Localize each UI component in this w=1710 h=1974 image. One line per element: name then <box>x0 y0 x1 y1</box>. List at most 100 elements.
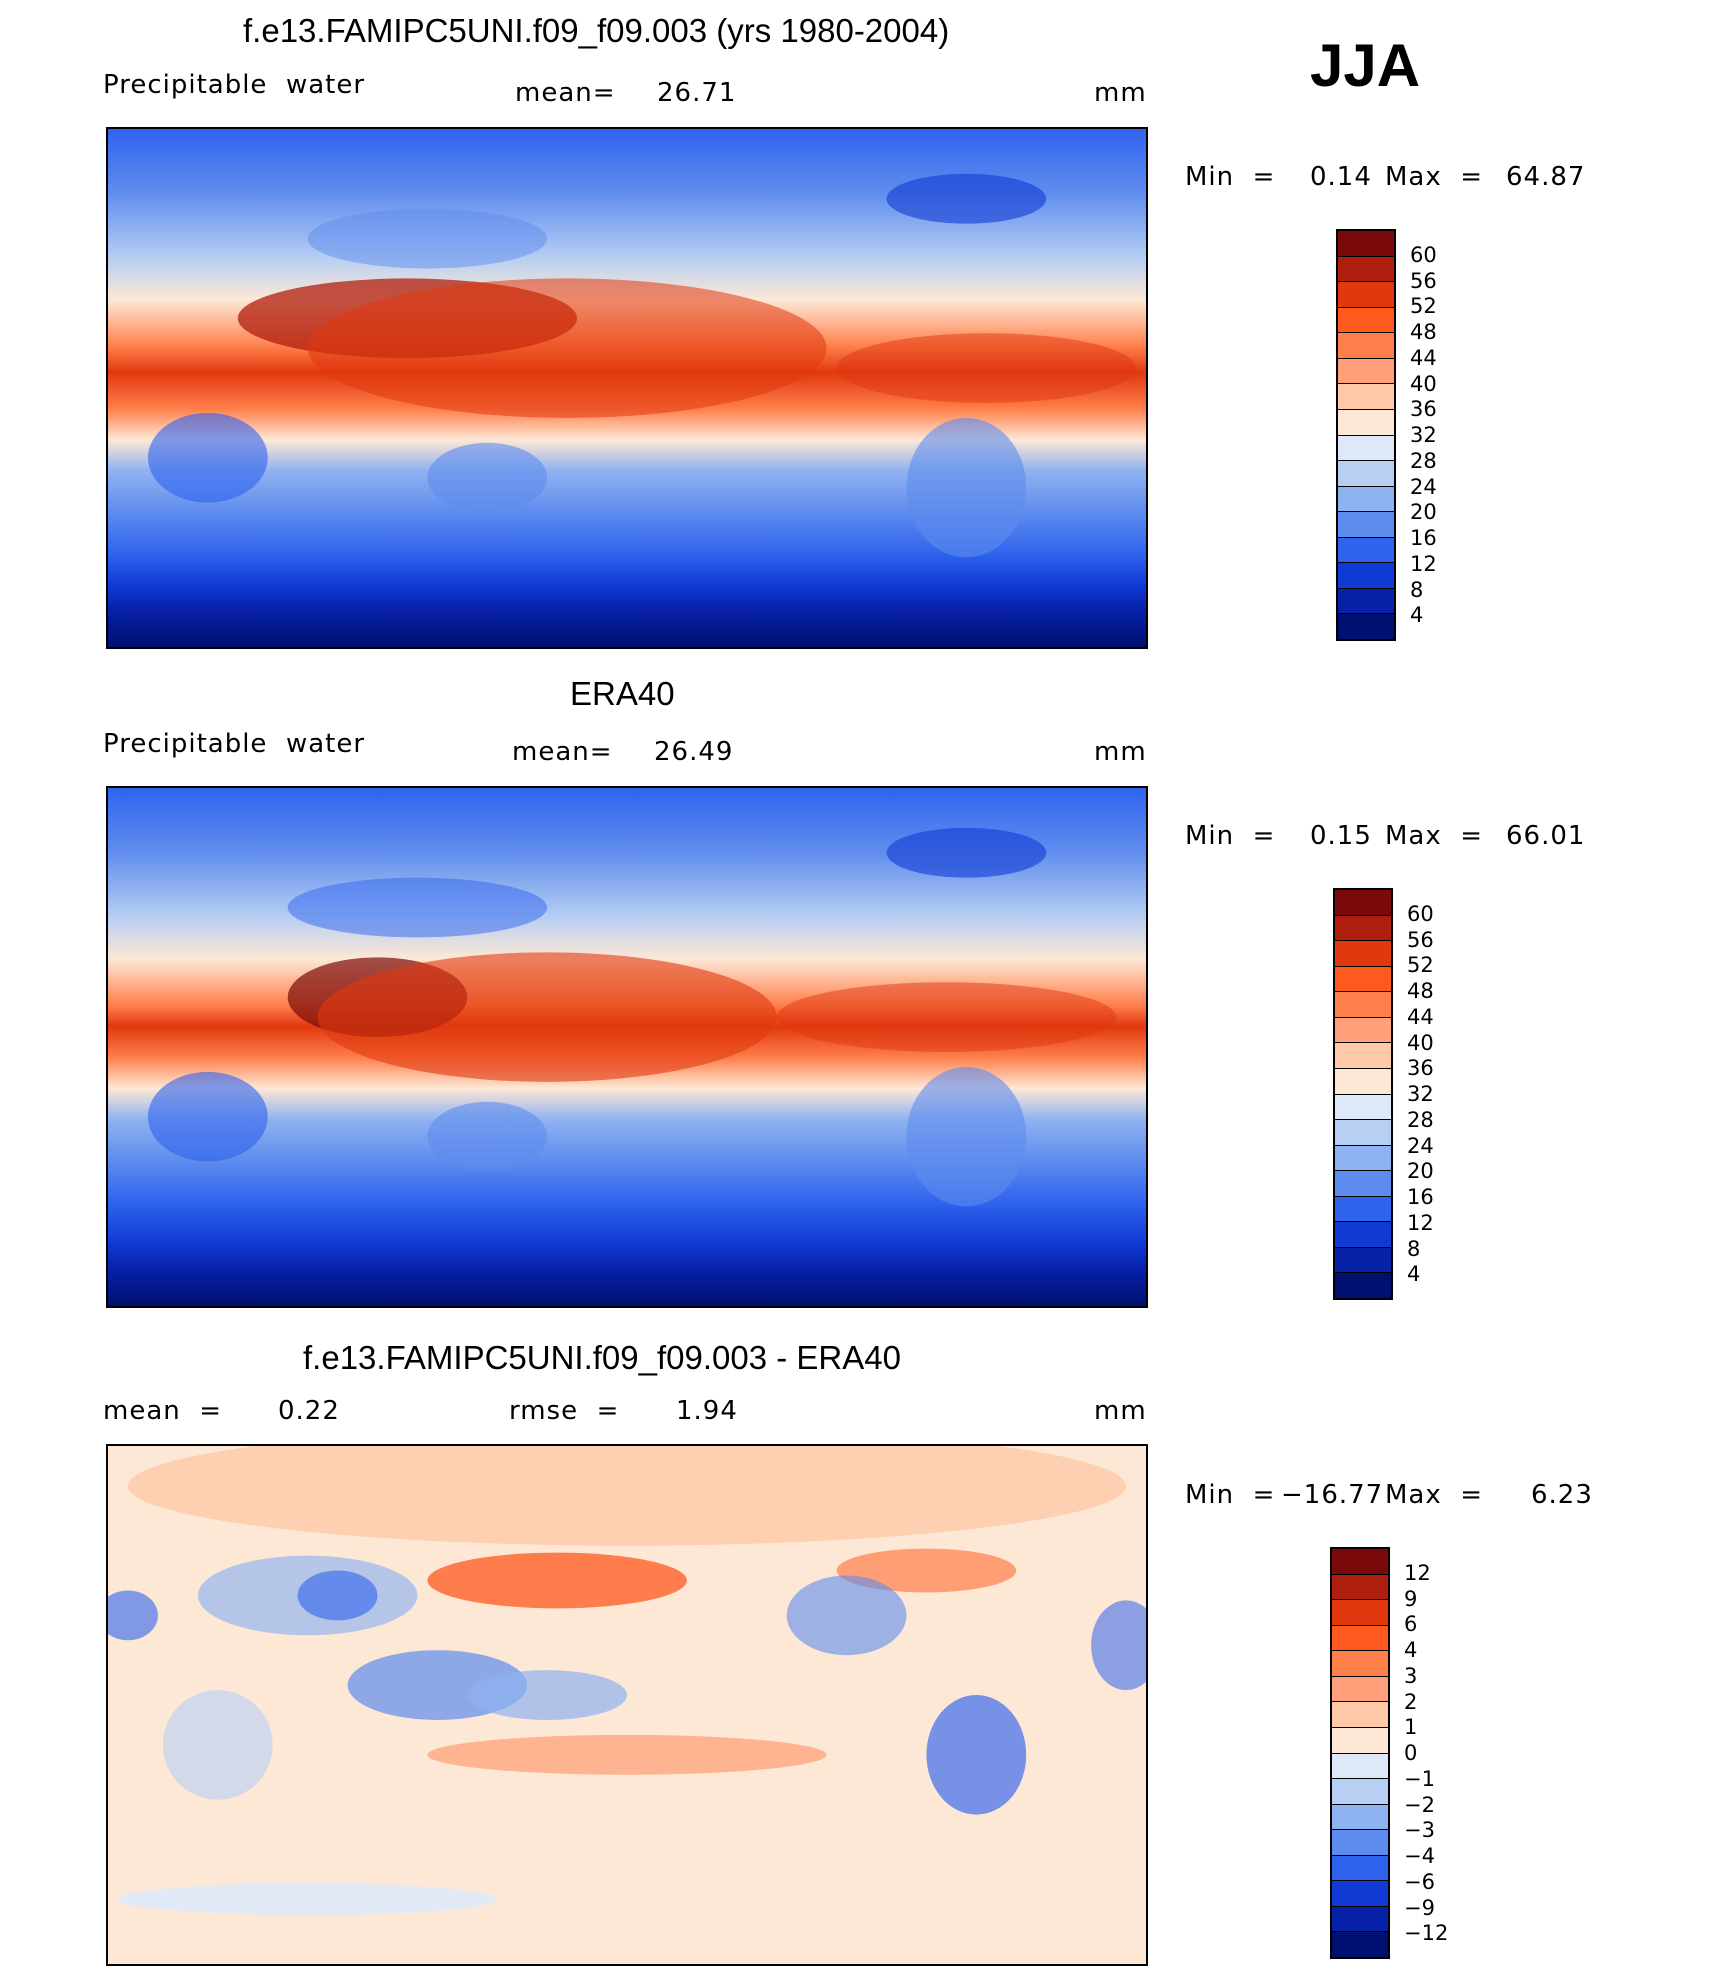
colorbar-level-label: 44 <box>1407 1004 1434 1029</box>
colorbar-box <box>1338 231 1394 257</box>
panel2-map <box>106 786 1148 1308</box>
panel1-max-value: 64.87 <box>1506 162 1586 192</box>
panel3-map <box>106 1444 1148 1966</box>
panel3-field <box>108 1446 1146 1964</box>
panel1-max-label: Max = <box>1385 162 1484 192</box>
colorbar-box <box>1332 1549 1388 1575</box>
colorbar-box <box>1338 409 1394 436</box>
colorbar-box <box>1335 1043 1391 1069</box>
panel2-max-value: 66.01 <box>1506 821 1586 851</box>
colorbar-level-label: 52 <box>1407 953 1434 978</box>
colorbar-level-label: 16 <box>1410 526 1437 550</box>
colorbar-box <box>1332 1753 1388 1780</box>
colorbar-box <box>1335 992 1391 1018</box>
colorbar-box <box>1332 1727 1388 1754</box>
season-label: JJA <box>1310 32 1421 99</box>
colorbar-box <box>1338 256 1394 283</box>
panel1-title: f.e13.FAMIPC5UNI.f09_f09.003 (yrs 1980-2… <box>243 12 950 49</box>
colorbar-box <box>1335 915 1391 942</box>
colorbar-level-label: −12 <box>1404 1921 1449 1946</box>
colorbar-level-label: 48 <box>1407 979 1434 1003</box>
panel3-max-label: Max = <box>1385 1480 1484 1510</box>
colorbar-box <box>1338 614 1394 639</box>
panel1-min-value: 0.14 <box>1310 162 1372 192</box>
colorbar-box <box>1332 1932 1388 1957</box>
colorbar-level-label: 56 <box>1407 927 1434 952</box>
colorbar-level-label: 4 <box>1410 603 1424 628</box>
colorbar-level-label: 4 <box>1407 1262 1421 1287</box>
colorbar-level-label: 12 <box>1404 1560 1431 1585</box>
colorbar-box <box>1338 282 1394 308</box>
colorbar-box <box>1338 333 1394 359</box>
colorbar-box <box>1332 1881 1388 1907</box>
colorbar-level-label: 32 <box>1410 423 1437 447</box>
colorbar-box <box>1332 1906 1388 1933</box>
colorbar-box <box>1335 1196 1391 1223</box>
colorbar-level-label: 28 <box>1407 1107 1434 1132</box>
panel3-units: mm <box>1094 1396 1147 1426</box>
colorbar-box <box>1338 384 1394 410</box>
panel3-colorbar <box>1330 1547 1390 1959</box>
colorbar-box <box>1335 1247 1391 1274</box>
panel2-mean-label: mean= <box>512 737 613 767</box>
colorbar-box <box>1338 435 1394 462</box>
colorbar-box <box>1332 1855 1388 1882</box>
colorbar-level-label: −9 <box>1404 1895 1435 1920</box>
panel2-field <box>108 788 1146 1306</box>
panel2-min-label: Min = <box>1185 821 1276 851</box>
panel2-max-label: Max = <box>1385 821 1484 851</box>
panel3-min-value: −16.77 <box>1281 1480 1384 1510</box>
colorbar-level-label: 40 <box>1410 371 1437 396</box>
colorbar-level-label: −3 <box>1404 1818 1435 1843</box>
colorbar-level-label: 40 <box>1407 1030 1434 1055</box>
colorbar-level-label: 8 <box>1410 577 1424 602</box>
panel1-field <box>108 129 1146 647</box>
panel2-variable-label: Precipitable water <box>103 729 366 759</box>
panel2-title: ERA40 <box>570 675 675 712</box>
panel3-max-value: 6.23 <box>1531 1480 1593 1510</box>
colorbar-box <box>1332 1600 1388 1626</box>
colorbar-box <box>1338 486 1394 513</box>
panel3-mean-label: mean = <box>103 1396 223 1426</box>
colorbar-level-label: 24 <box>1410 474 1437 499</box>
panel2-colorbar <box>1333 888 1393 1300</box>
colorbar-box <box>1335 1273 1391 1298</box>
colorbar-level-label: 2 <box>1404 1689 1418 1714</box>
colorbar-box <box>1338 461 1394 487</box>
colorbar-level-label: 6 <box>1404 1612 1418 1637</box>
panel2-mean-value: 26.49 <box>654 737 734 767</box>
colorbar-box <box>1338 512 1394 538</box>
colorbar-box <box>1335 890 1391 916</box>
colorbar-level-label: 44 <box>1410 345 1437 370</box>
colorbar-box <box>1338 563 1394 589</box>
panel2-units: mm <box>1094 737 1147 767</box>
colorbar-box <box>1338 537 1394 564</box>
colorbar-level-label: 60 <box>1407 901 1434 926</box>
colorbar-box <box>1332 1574 1388 1601</box>
colorbar-level-label: 9 <box>1404 1586 1418 1611</box>
colorbar-level-label: −1 <box>1404 1766 1435 1791</box>
colorbar-level-label: 60 <box>1410 242 1437 267</box>
colorbar-level-label: 8 <box>1407 1236 1421 1261</box>
panel1-units: mm <box>1094 78 1147 108</box>
colorbar-level-label: 36 <box>1410 397 1437 422</box>
colorbar-level-label: 4 <box>1404 1638 1418 1662</box>
colorbar-box <box>1335 1094 1391 1121</box>
colorbar-level-label: 3 <box>1404 1663 1418 1688</box>
panel1-mean-label: mean= <box>515 78 616 108</box>
panel1-variable-label: Precipitable water <box>103 70 366 100</box>
colorbar-level-label: 12 <box>1407 1210 1434 1235</box>
colorbar-box <box>1332 1625 1388 1652</box>
colorbar-box <box>1335 1171 1391 1197</box>
colorbar-level-label: 48 <box>1410 320 1437 344</box>
colorbar-level-label: 56 <box>1410 268 1437 293</box>
colorbar-level-label: −6 <box>1404 1869 1435 1894</box>
colorbar-box <box>1332 1651 1388 1677</box>
colorbar-box <box>1335 941 1391 967</box>
colorbar-level-label: 12 <box>1410 551 1437 576</box>
colorbar-box <box>1332 1804 1388 1831</box>
colorbar-level-label: 20 <box>1410 500 1437 525</box>
colorbar-box <box>1332 1779 1388 1805</box>
panel1-mean-value: 26.71 <box>657 78 737 108</box>
colorbar-box <box>1338 307 1394 334</box>
